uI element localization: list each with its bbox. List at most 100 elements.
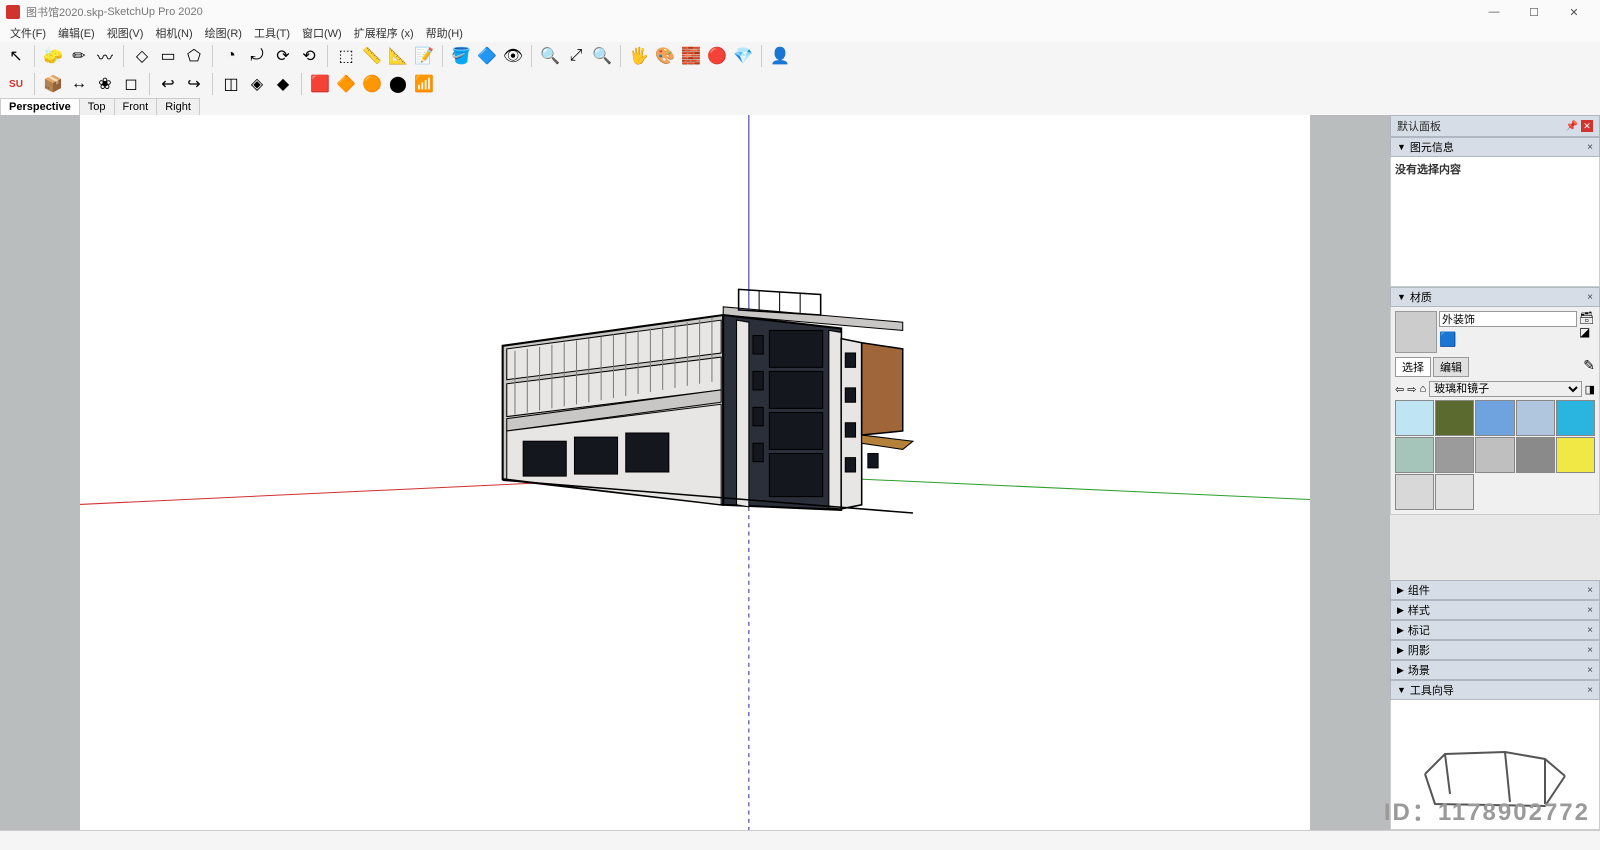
section-shadows[interactable]: ▶ 阴影 × (1390, 640, 1600, 660)
toolbar-button[interactable]: 🧽 (41, 44, 65, 68)
toolbar-button[interactable]: 📏 (360, 44, 384, 68)
nav-back-icon[interactable]: ⇦ (1395, 383, 1404, 396)
create-material-icon[interactable]: 🗃 (1579, 311, 1595, 325)
panel-close-icon[interactable]: ✕ (1581, 120, 1593, 132)
material-swatch[interactable] (1395, 400, 1434, 436)
toolbar-button[interactable]: 👁 (501, 44, 525, 68)
tab-top[interactable]: Top (79, 98, 115, 115)
toolbar-button[interactable]: ▭ (156, 44, 180, 68)
toolbar-button[interactable]: ◔ (219, 44, 243, 68)
toolbar-button[interactable]: ◫ (219, 72, 243, 96)
menu-tools[interactable]: 工具(T) (248, 25, 296, 41)
section-close-icon[interactable]: × (1587, 292, 1593, 303)
default-material-icon[interactable]: ◪ (1579, 325, 1595, 339)
material-swatch[interactable] (1435, 474, 1474, 510)
home-icon[interactable]: ⌂ (1419, 383, 1426, 395)
tab-select[interactable]: 选择 (1395, 357, 1431, 377)
toolbar-button[interactable]: 👤 (768, 44, 792, 68)
menu-help[interactable]: 帮助(H) (420, 25, 469, 41)
close-button[interactable]: ✕ (1554, 0, 1594, 24)
toolbar-button[interactable]: 🖐 (627, 44, 651, 68)
toolbar-button[interactable]: 🟠 (360, 72, 384, 96)
material-swatch[interactable] (1475, 437, 1514, 473)
toolbar-button[interactable]: 📝 (412, 44, 436, 68)
material-swatch[interactable] (1395, 474, 1434, 510)
section-close-icon[interactable]: × (1587, 665, 1593, 676)
tab-front[interactable]: Front (114, 98, 158, 115)
nav-fwd-icon[interactable]: ⇨ (1407, 383, 1416, 396)
toolbar-button[interactable]: 🔴 (705, 44, 729, 68)
material-swatch[interactable] (1556, 437, 1595, 473)
section-close-icon[interactable]: × (1587, 645, 1593, 656)
eyedropper-icon[interactable]: ✎ (1583, 357, 1595, 377)
menu-view[interactable]: 视图(V) (101, 25, 150, 41)
toolbar-button[interactable]: ⬠ (182, 44, 206, 68)
toolbar-button[interactable]: ↔ (67, 72, 91, 96)
toolbar-button[interactable]: ✏ (67, 44, 91, 68)
section-scenes[interactable]: ▶ 场景 × (1390, 660, 1600, 680)
material-swatch[interactable] (1395, 437, 1434, 473)
toolbar-button[interactable]: 🔍 (590, 44, 614, 68)
toolbar-button[interactable]: 🧱 (679, 44, 703, 68)
toolbar-button[interactable]: ◈ (245, 72, 269, 96)
material-swatch[interactable] (1556, 400, 1595, 436)
toolbar-button[interactable]: ⬚ (334, 44, 358, 68)
section-close-icon[interactable]: × (1587, 605, 1593, 616)
material-swatch[interactable] (1516, 400, 1555, 436)
material-color-chip[interactable]: 🟦 (1439, 331, 1577, 348)
toolbar-button[interactable]: ◇ (130, 44, 154, 68)
toolbar-button[interactable]: ↖ (4, 44, 28, 68)
toolbar-button[interactable]: ↩ (156, 72, 180, 96)
material-swatch[interactable] (1435, 437, 1474, 473)
section-close-icon[interactable]: × (1587, 585, 1593, 596)
menu-draw[interactable]: 绘图(R) (199, 25, 248, 41)
toolbar-button[interactable]: 〰 (93, 44, 117, 68)
menu-edit[interactable]: 编辑(E) (52, 25, 101, 41)
minimize-button[interactable]: — (1474, 0, 1514, 24)
toolbar-button[interactable]: ⬤ (386, 72, 410, 96)
maximize-button[interactable]: ☐ (1514, 0, 1554, 24)
toolbar-button[interactable]: ⟲ (297, 44, 321, 68)
tab-right[interactable]: Right (156, 98, 200, 115)
toolbar-button[interactable]: 📐 (386, 44, 410, 68)
toolbar-button[interactable]: 🪣 (449, 44, 473, 68)
toolbar-button[interactable]: ❀ (93, 72, 117, 96)
section-close-icon[interactable]: × (1587, 685, 1593, 696)
section-close-icon[interactable]: × (1587, 142, 1593, 153)
material-swatch[interactable] (1435, 400, 1474, 436)
tab-perspective[interactable]: Perspective (0, 98, 80, 115)
section-instructor[interactable]: ▼ 工具向导 × (1390, 680, 1600, 700)
material-category-select[interactable]: 玻璃和镜子 (1429, 381, 1582, 397)
toolbar-button[interactable]: ◻ (119, 72, 143, 96)
menu-file[interactable]: 文件(F) (4, 25, 52, 41)
toolbar-button[interactable]: SU (4, 72, 28, 96)
material-name-input[interactable] (1439, 311, 1577, 327)
section-styles[interactable]: ▶ 样式 × (1390, 600, 1600, 620)
toolbar-button[interactable]: 💎 (731, 44, 755, 68)
toolbar-button[interactable]: ⤾ (245, 44, 269, 68)
toolbar-button[interactable]: ◆ (271, 72, 295, 96)
menu-window[interactable]: 窗口(W) (296, 25, 348, 41)
panel-pin-icon[interactable]: 📌 (1566, 121, 1578, 132)
toolbar-button[interactable]: 📦 (41, 72, 65, 96)
section-components[interactable]: ▶ 组件 × (1390, 580, 1600, 600)
menu-camera[interactable]: 相机(N) (149, 25, 198, 41)
toolbar-button[interactable]: ⟳ (271, 44, 295, 68)
toolbar-button[interactable]: 🔍 (538, 44, 562, 68)
menu-extensions[interactable]: 扩展程序 (x) (348, 25, 420, 41)
toolbar-button[interactable]: 🔶 (334, 72, 358, 96)
section-close-icon[interactable]: × (1587, 625, 1593, 636)
toolbar-button[interactable]: 🎨 (653, 44, 677, 68)
details-icon[interactable]: ◨ (1585, 383, 1595, 396)
toolbar-button[interactable]: 🔷 (475, 44, 499, 68)
toolbar-button[interactable]: ↪ (182, 72, 206, 96)
material-preview[interactable] (1395, 311, 1437, 353)
material-swatch[interactable] (1516, 437, 1555, 473)
toolbar-button[interactable]: 📶 (412, 72, 436, 96)
viewport[interactable] (80, 115, 1310, 830)
toolbar-button[interactable]: ⤢ (564, 44, 588, 68)
toolbar-button[interactable]: 🟥 (308, 72, 332, 96)
tab-edit[interactable]: 编辑 (1433, 357, 1469, 377)
section-tags[interactable]: ▶ 标记 × (1390, 620, 1600, 640)
section-materials[interactable]: ▼ 材质 × (1390, 287, 1600, 307)
